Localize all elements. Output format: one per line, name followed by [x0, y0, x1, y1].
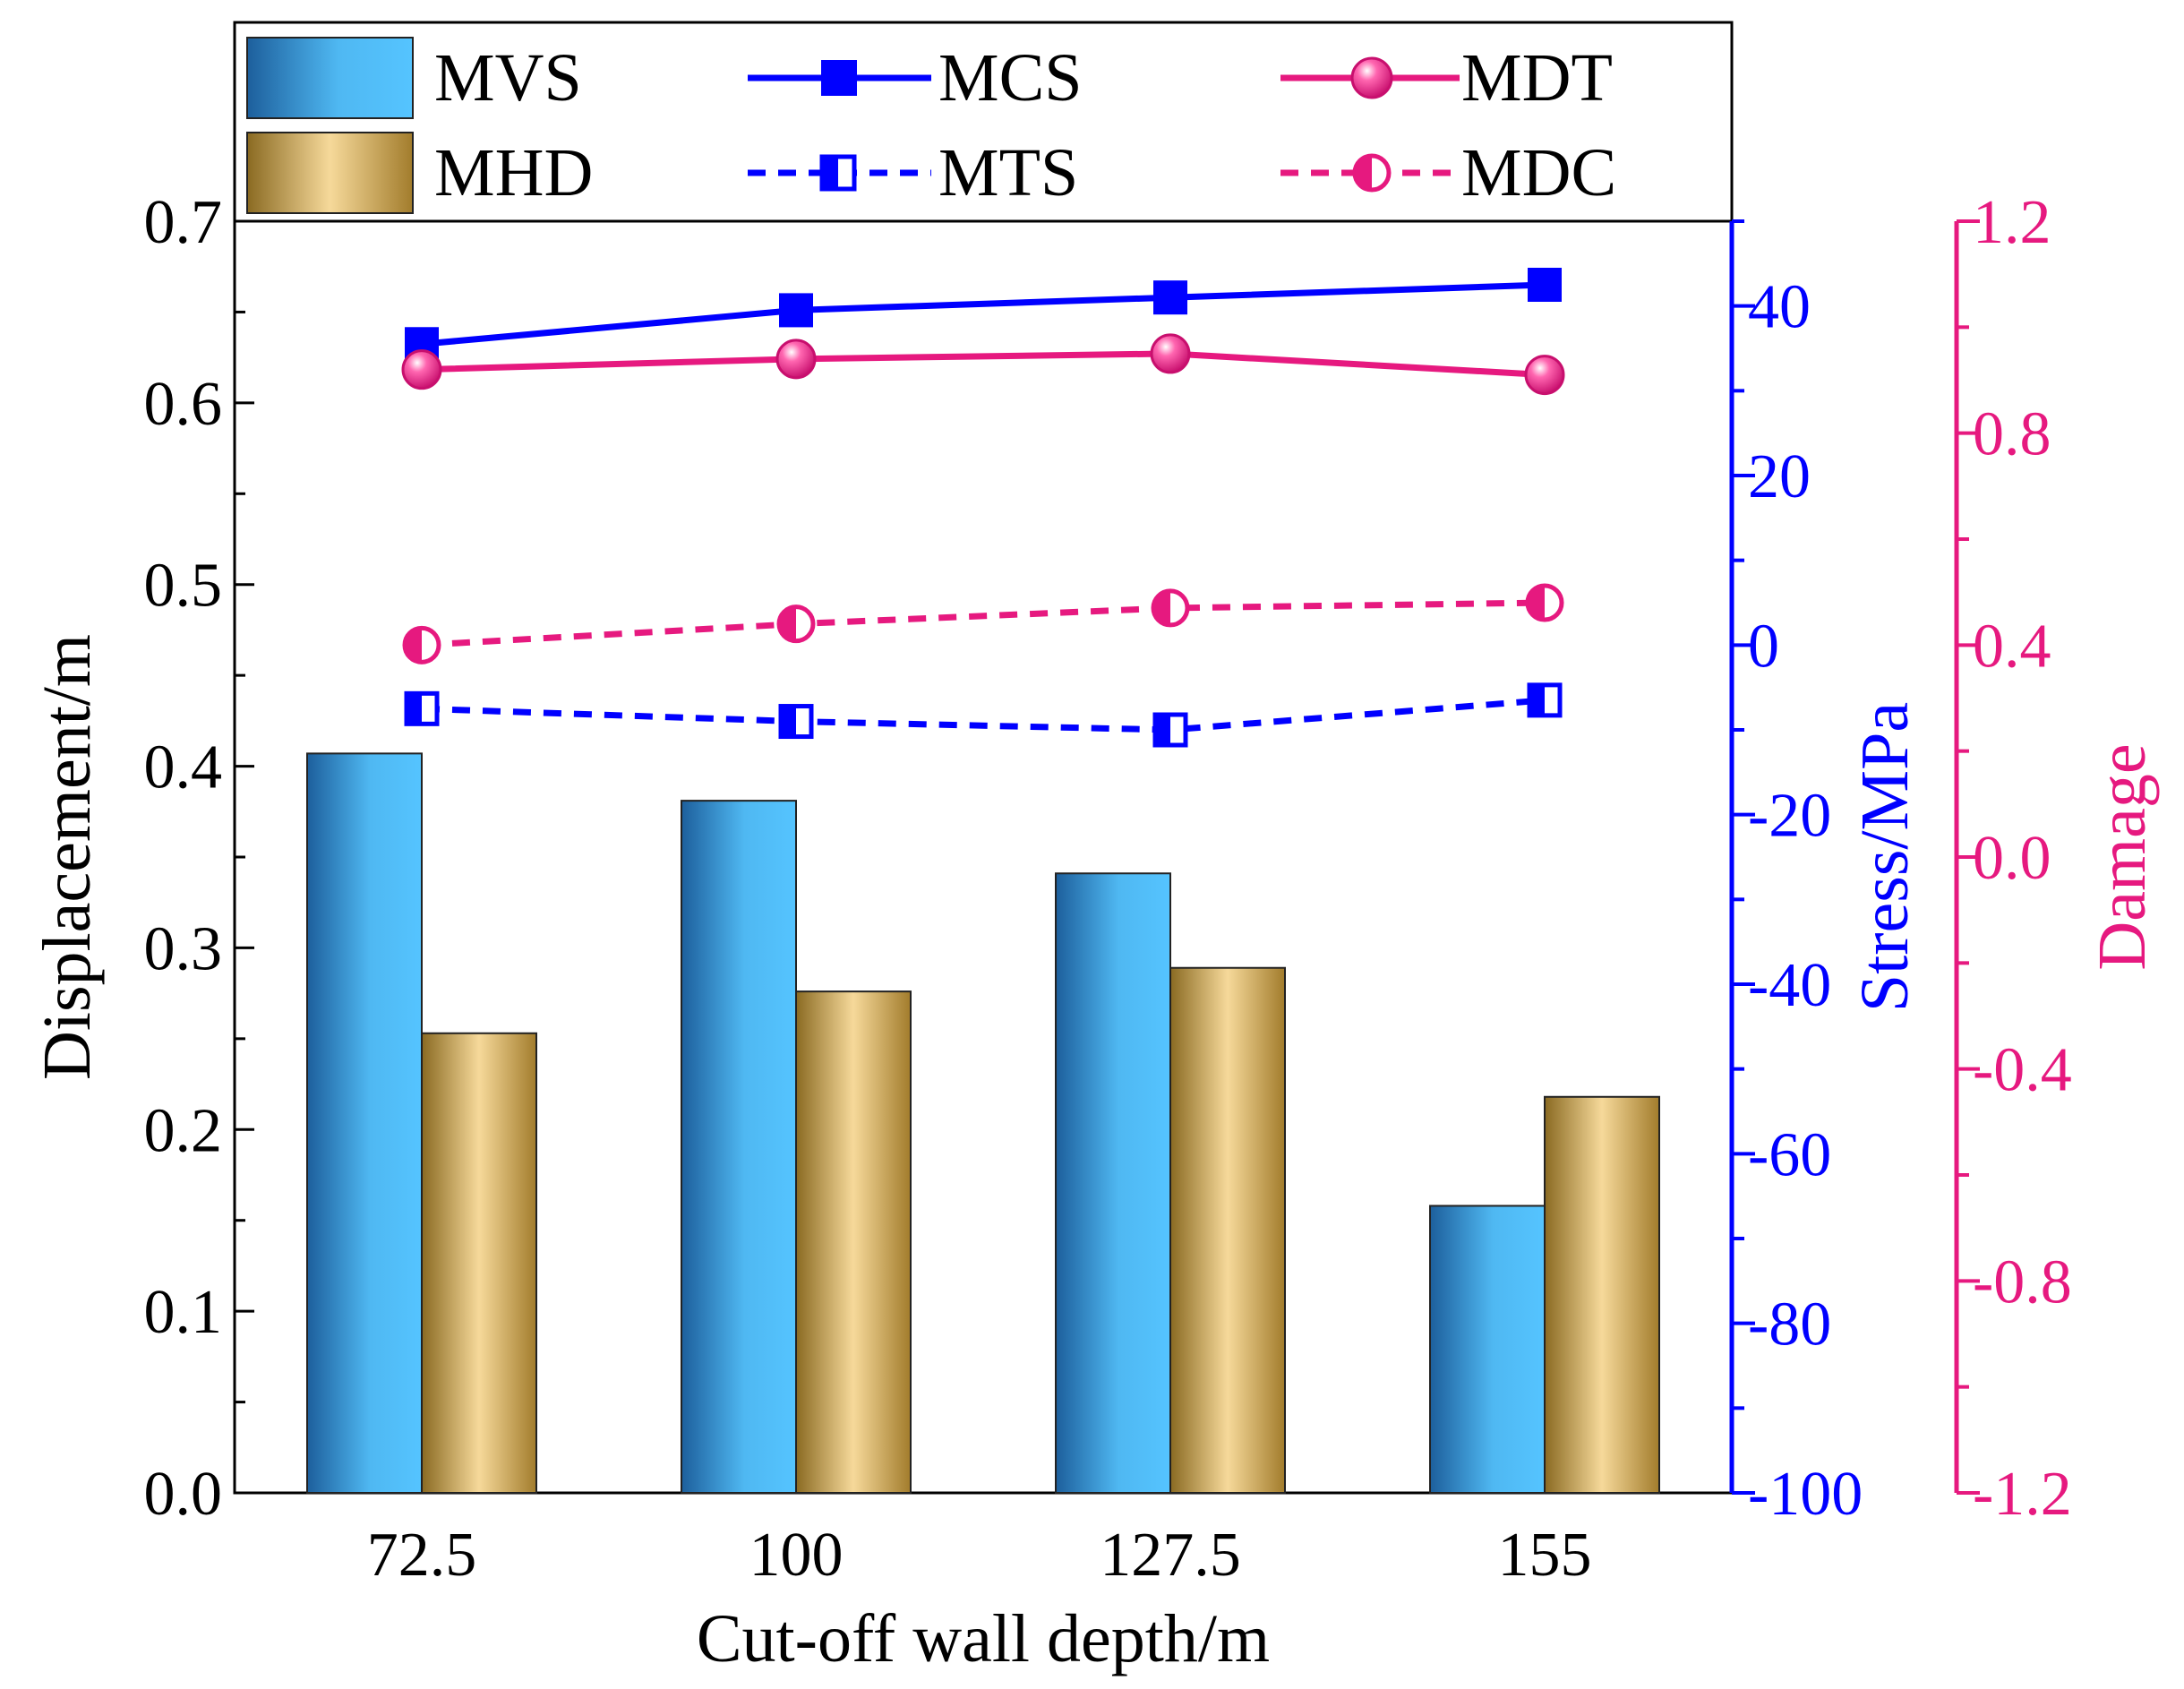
- line-mdt: [422, 354, 1545, 375]
- damage-tick-label: 0.8: [1973, 400, 2051, 469]
- x-axis: 72.5 100 127.5 155: [367, 1473, 1592, 1590]
- lines: [403, 268, 1563, 745]
- stress-tick-label: -100: [1748, 1460, 1863, 1529]
- legend-marker-mts-fill: [822, 157, 838, 189]
- x-tick-label: 127.5: [1100, 1521, 1241, 1590]
- damage-axis-title: Damage: [2085, 743, 2160, 970]
- legend-label-mvs: MVS: [434, 40, 582, 116]
- legend-swatch-mvs: [247, 38, 413, 118]
- legend-marker-mdt: [1352, 58, 1392, 98]
- bar-mhd: [1545, 1097, 1659, 1493]
- point-mdt: [1526, 356, 1563, 394]
- point-mts-fill: [781, 707, 796, 737]
- stress-tick-label: 40: [1748, 273, 1811, 342]
- point-mts-fill: [1155, 715, 1170, 745]
- chart: MVS MHD MCS MTS MDT: [0, 0, 2184, 1689]
- bar-mhd: [422, 1033, 536, 1493]
- left-tick-label: 0.1: [144, 1278, 223, 1347]
- point-mdt: [777, 340, 815, 378]
- stress-tick-label: 20: [1748, 442, 1811, 511]
- damage-axis: -1.2 -0.8 -0.4 0.0 0.4 0.8 1.2: [1957, 188, 2072, 1529]
- bar-mvs: [307, 753, 422, 1493]
- stress-axis-title: Stress/MPa: [1847, 702, 1923, 1012]
- left-axis: 0.0 0.1 0.2 0.3 0.4 0.5 0.6 0.7: [144, 188, 255, 1529]
- line-mdc: [422, 603, 1545, 645]
- left-axis-title: Displacement/m: [30, 634, 105, 1080]
- point-mts-fill: [1529, 685, 1545, 716]
- bar-mvs: [1430, 1205, 1545, 1493]
- x-tick-label: 100: [749, 1521, 844, 1590]
- point-mcs: [779, 293, 813, 327]
- legend-label-mhd: MHD: [434, 135, 593, 210]
- point-mdt: [403, 351, 441, 389]
- line-mts: [422, 700, 1545, 730]
- damage-tick-label: 0.4: [1973, 612, 2051, 681]
- damage-tick-label: 1.2: [1973, 188, 2051, 257]
- legend-label-mcs: MCS: [938, 40, 1083, 116]
- x-axis-title: Cut-off wall depth/m: [697, 1601, 1270, 1676]
- legend-label-mdt: MDT: [1461, 40, 1613, 116]
- stress-tick-label: 0: [1748, 612, 1779, 681]
- bar-mvs: [1056, 873, 1170, 1493]
- bar-mhd: [796, 991, 911, 1493]
- point-mts-fill: [407, 693, 422, 724]
- left-tick-label: 0.2: [144, 1096, 223, 1165]
- legend: MVS MHD MCS MTS MDT: [235, 22, 1732, 221]
- legend-label-mdc: MDC: [1461, 135, 1616, 210]
- line-mcs: [422, 285, 1545, 344]
- left-tick-label: 0.4: [144, 733, 223, 802]
- damage-tick-label: -0.8: [1973, 1247, 2072, 1316]
- point-mdt: [1152, 335, 1189, 373]
- left-tick-label: 0.6: [144, 370, 223, 439]
- legend-swatch-mhd: [247, 133, 413, 213]
- x-tick-label: 72.5: [367, 1521, 477, 1590]
- point-mcs: [1528, 268, 1562, 302]
- x-tick-label: 155: [1498, 1521, 1592, 1590]
- stress-tick-label: -60: [1748, 1120, 1831, 1189]
- legend-marker-mcs: [821, 60, 857, 96]
- left-tick-label: 0.7: [144, 188, 223, 257]
- bars: [307, 753, 1659, 1493]
- left-tick-label: 0.5: [144, 552, 223, 621]
- damage-tick-label: -1.2: [1973, 1460, 2072, 1529]
- stress-tick-label: -40: [1748, 951, 1831, 1020]
- damage-tick-label: 0.0: [1973, 824, 2051, 893]
- legend-label-mts: MTS: [938, 135, 1078, 210]
- stress-axis: -100 -80 -60 -40 -20 0 20 40: [1732, 221, 1863, 1529]
- stress-tick-label: -20: [1748, 782, 1831, 851]
- left-tick-label: 0.0: [144, 1460, 223, 1529]
- damage-tick-label: -0.4: [1973, 1036, 2072, 1105]
- stress-tick-label: -80: [1748, 1290, 1831, 1359]
- bar-mhd: [1170, 968, 1285, 1493]
- left-tick-label: 0.3: [144, 914, 223, 983]
- point-mcs: [1153, 280, 1187, 314]
- bar-mvs: [681, 801, 796, 1493]
